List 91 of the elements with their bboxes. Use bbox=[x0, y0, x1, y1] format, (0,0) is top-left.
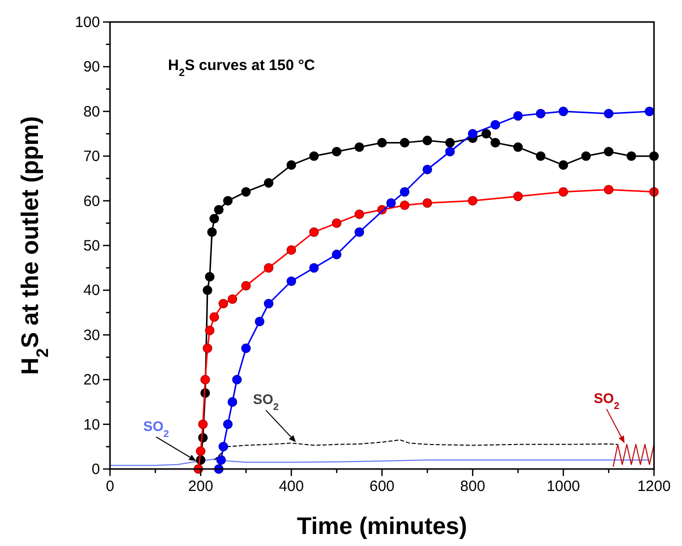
y-tick-label: 60 bbox=[83, 192, 100, 210]
x-tick-label: 400 bbox=[278, 478, 304, 495]
point bbox=[223, 196, 233, 206]
point bbox=[513, 111, 523, 121]
x-tick-label: 0 bbox=[106, 478, 114, 495]
point bbox=[604, 108, 614, 118]
point bbox=[400, 200, 410, 210]
point bbox=[332, 218, 342, 228]
y-tick-label: 70 bbox=[83, 148, 100, 166]
point bbox=[241, 187, 251, 197]
y-tick-label: 30 bbox=[83, 326, 100, 344]
point bbox=[422, 198, 432, 208]
point bbox=[209, 312, 220, 322]
point bbox=[445, 146, 455, 156]
point bbox=[604, 146, 614, 156]
point bbox=[241, 344, 251, 354]
point bbox=[228, 397, 238, 407]
point bbox=[218, 298, 228, 308]
point bbox=[223, 420, 233, 430]
point bbox=[264, 263, 274, 273]
point bbox=[354, 142, 364, 152]
annotation: SO$_{2}$ bbox=[594, 390, 620, 412]
point bbox=[422, 164, 432, 174]
point bbox=[558, 106, 568, 116]
point bbox=[536, 151, 546, 161]
point bbox=[286, 160, 296, 170]
point bbox=[216, 455, 226, 465]
point bbox=[332, 250, 342, 260]
point bbox=[536, 108, 546, 118]
point bbox=[400, 138, 410, 148]
point bbox=[558, 187, 568, 197]
point bbox=[196, 446, 206, 456]
point bbox=[377, 138, 387, 148]
point bbox=[309, 227, 319, 237]
annotation: H$_{2}$S curves at 150 °C bbox=[168, 57, 316, 79]
point bbox=[264, 298, 274, 308]
point bbox=[445, 138, 455, 148]
x-tick-label: 800 bbox=[460, 478, 486, 495]
point bbox=[558, 160, 568, 170]
x-tick-label: 200 bbox=[188, 478, 214, 495]
point bbox=[202, 344, 212, 354]
point bbox=[513, 142, 523, 152]
line-series bbox=[110, 458, 650, 466]
point bbox=[354, 209, 364, 219]
point bbox=[386, 198, 396, 208]
point bbox=[228, 294, 238, 304]
point bbox=[232, 374, 242, 384]
point bbox=[422, 136, 432, 146]
point bbox=[286, 245, 296, 255]
point bbox=[241, 280, 251, 290]
point bbox=[207, 227, 217, 237]
point bbox=[332, 146, 342, 156]
point bbox=[400, 187, 410, 197]
point bbox=[309, 151, 319, 161]
point bbox=[200, 374, 210, 384]
point bbox=[481, 128, 492, 139]
annotation: SO$_{2}$ bbox=[253, 391, 280, 413]
point bbox=[198, 420, 208, 430]
y-tick-label: 80 bbox=[83, 103, 100, 120]
point bbox=[490, 138, 500, 148]
point bbox=[644, 106, 654, 116]
point bbox=[581, 151, 591, 161]
point bbox=[286, 276, 296, 286]
point bbox=[204, 326, 215, 336]
point bbox=[513, 192, 523, 202]
point bbox=[214, 204, 224, 214]
x-axis-title: Time (minutes) bbox=[296, 513, 468, 540]
point bbox=[264, 178, 274, 188]
point bbox=[490, 120, 500, 130]
point bbox=[626, 151, 636, 161]
point bbox=[604, 184, 614, 194]
point bbox=[204, 272, 215, 282]
point bbox=[254, 316, 264, 326]
y-tick-label: 20 bbox=[83, 372, 100, 389]
x-tick-label: 600 bbox=[369, 478, 395, 495]
x-tick-label: 1200 bbox=[637, 478, 671, 495]
point bbox=[209, 214, 220, 224]
y-tick-label: 10 bbox=[83, 416, 100, 434]
point bbox=[354, 227, 364, 237]
point bbox=[202, 285, 212, 295]
y-tick-label: 50 bbox=[83, 238, 100, 254]
point bbox=[468, 128, 478, 139]
y-tick-label: 40 bbox=[83, 282, 100, 300]
y-tick-label: 0 bbox=[92, 461, 100, 478]
point bbox=[468, 196, 478, 206]
y-tick-label: 90 bbox=[83, 58, 100, 76]
point bbox=[218, 442, 228, 452]
x-tick-label: 1000 bbox=[546, 478, 580, 495]
annotation: SO$_{2}$ bbox=[143, 418, 170, 440]
point bbox=[309, 263, 319, 273]
y-tick-label: 100 bbox=[74, 14, 100, 31]
